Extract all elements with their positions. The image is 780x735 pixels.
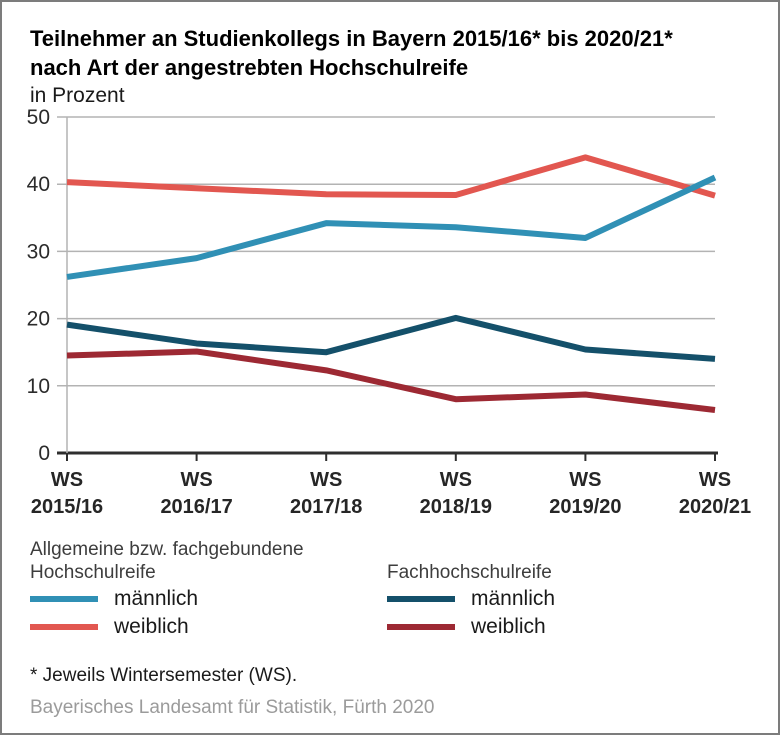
legend-swatch-line <box>30 595 98 602</box>
y-tick-label: 30 <box>27 240 50 263</box>
chart-title-line1: Teilnehmer an Studienkollegs in Bayern 2… <box>30 26 673 51</box>
legend-heading-line1: Fachhochschulreife <box>387 562 552 583</box>
legend-swatch-line <box>30 623 98 630</box>
series-line-1 <box>66 154 716 199</box>
x-tick-label: WS 2019/20 <box>549 469 621 518</box>
x-tick-label: WS 2015/16 <box>31 469 103 518</box>
legend-group-heading: Fachhochschulreife <box>387 536 739 584</box>
chart-title-line2: nach Art der angestrebten Hochschulreife <box>30 55 469 80</box>
line-chart-plot: 0 10 20 30 40 50 WS 2015/16 WS 2016/17 WS 2017/18 WS… <box>27 106 752 518</box>
y-tick-label: 40 <box>27 173 50 196</box>
y-tick-label: 50 <box>27 106 50 129</box>
x-tick-label: WS 2017/18 <box>290 469 362 518</box>
legend-item-label: weiblich <box>471 614 546 638</box>
legend-item: männlich <box>387 585 739 612</box>
legend-item-label: männlich <box>471 586 556 610</box>
footnote: * Jeweils Wintersemester (WS). <box>30 665 298 686</box>
chart-subtitle-unit: in Prozent <box>30 84 125 107</box>
x-tick-label: WS 2016/17 <box>160 469 232 518</box>
legend-item: weiblich <box>30 613 382 640</box>
legend-item-label: weiblich <box>114 614 189 638</box>
legend-heading-line1: Allgemeine bzw. fachgebundene <box>30 539 304 560</box>
source-attribution: Bayerisches Landesamt für Statistik, Für… <box>30 697 435 718</box>
series-line-3 <box>66 348 716 413</box>
legend-heading-line2: Hochschulreife <box>30 562 156 583</box>
x-tick-label: WS 2018/19 <box>420 469 492 518</box>
y-tick-label: 10 <box>27 375 50 398</box>
legend-item: männlich <box>30 585 382 612</box>
legend-swatch-line <box>387 595 455 602</box>
y-tick-label: 20 <box>27 308 50 331</box>
legend-group-fachhochschulreife: Fachhochschulreife männlich weiblich <box>387 536 739 640</box>
legend-group-heading: Allgemeine bzw. fachgebundene Hochschulr… <box>30 536 382 584</box>
legend-swatch-line <box>387 623 455 630</box>
series-line-0 <box>66 174 717 280</box>
y-tick-label: 0 <box>38 442 50 465</box>
x-tick-label: WS 2020/21 <box>679 469 751 518</box>
series-line-2 <box>66 314 716 362</box>
legend-item: weiblich <box>387 613 739 640</box>
chart-title: Teilnehmer an Studienkollegs in Bayern 2… <box>30 24 673 82</box>
legend-group-allgemeine: Allgemeine bzw. fachgebundene Hochschulr… <box>30 536 382 640</box>
legend-item-label: männlich <box>114 586 199 610</box>
